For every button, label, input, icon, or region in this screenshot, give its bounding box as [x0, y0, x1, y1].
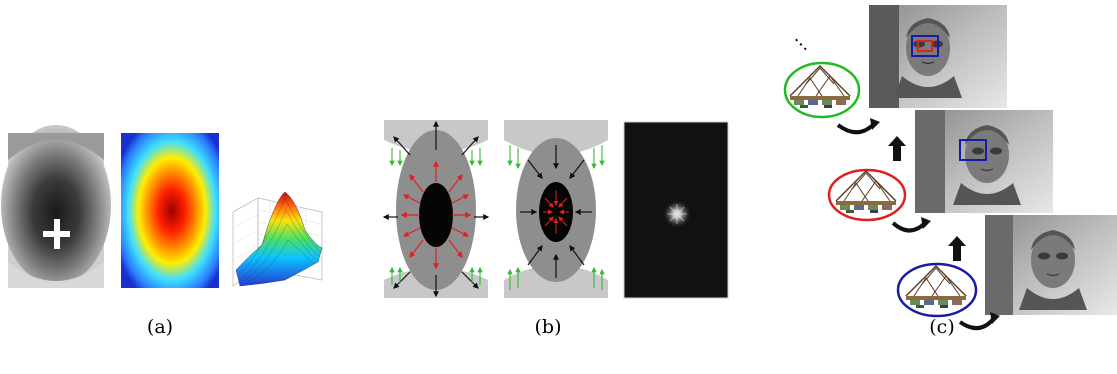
camera-frame-1 — [869, 5, 1007, 108]
arrow-up-icon — [888, 136, 966, 261]
surface-plot — [232, 191, 323, 287]
panel-c-graphics — [783, 5, 1117, 330]
eye-model-diagram-2 — [504, 120, 608, 298]
panel-a: (a) — [0, 0, 340, 374]
panel-b-graphics — [382, 120, 729, 299]
panel-a-graphics — [1, 125, 323, 288]
panel-c: ⋮ (c) — [770, 0, 1117, 374]
caption-b: (b) — [534, 316, 562, 338]
caption-c: (c) — [929, 316, 955, 338]
tree-red — [827, 168, 907, 222]
caption-a: (a) — [146, 316, 174, 338]
camera-frame-2 — [915, 110, 1053, 213]
camera-frame-3 — [985, 215, 1117, 315]
panel-b: (b) — [370, 0, 770, 374]
tree-blue — [896, 262, 978, 318]
crosshair-icon — [43, 219, 70, 249]
accumulator-image — [623, 121, 729, 299]
eye-model-diagram-1 — [382, 120, 490, 298]
heatmap-image — [121, 133, 219, 288]
tree-green — [783, 61, 861, 119]
eye-image — [1, 125, 111, 288]
